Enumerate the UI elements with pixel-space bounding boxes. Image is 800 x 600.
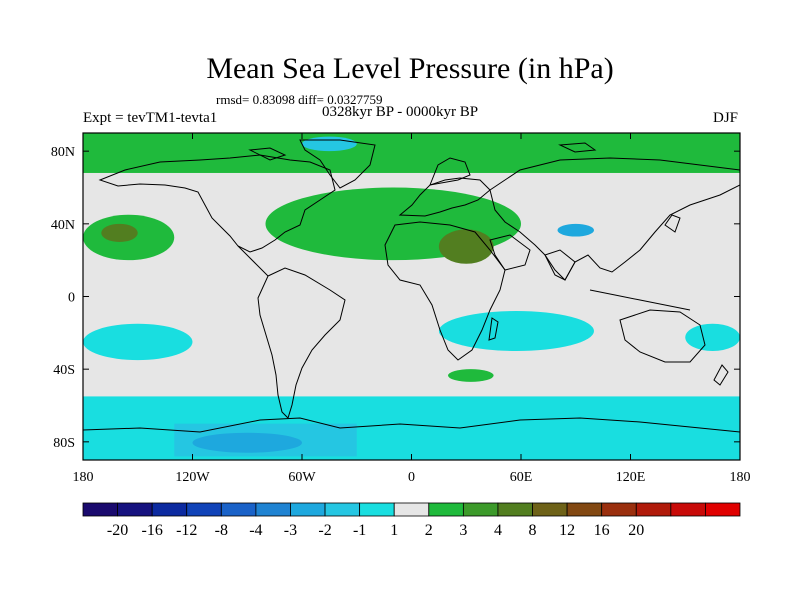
colorbar-swatch — [220, 502, 257, 517]
x-tick-label: 120E — [616, 470, 646, 485]
anomaly-region-5 — [685, 323, 740, 351]
coastline-japan — [664, 214, 681, 233]
x-tick-label: 180 — [730, 470, 751, 485]
anomaly-region-2 — [192, 432, 302, 453]
coastlines — [83, 139, 740, 433]
coastline-south-america — [257, 267, 346, 419]
colorbar-label: 2 — [425, 522, 433, 539]
y-tick-label: 80S — [53, 436, 75, 451]
colorbar-label: -1 — [353, 522, 366, 539]
colorbar-label: -16 — [141, 522, 162, 539]
period-label: 0328kyr BP - 0000kyr BP — [322, 104, 479, 120]
colorbar-swatch — [82, 502, 118, 517]
x-tick-label: 60E — [510, 470, 533, 485]
anomaly-region-7 — [101, 223, 138, 243]
anomaly-region-11 — [448, 369, 494, 382]
x-tick-label: 120W — [175, 470, 210, 485]
colorbar-label: 8 — [529, 522, 537, 539]
stats-text: rmsd= 0.83098 diff= 0.0327759 — [216, 92, 383, 107]
coastline-india — [544, 249, 576, 281]
colorbar-swatch — [462, 502, 499, 517]
colorbar-label: -8 — [215, 522, 228, 539]
colorbar-swatch — [532, 502, 568, 517]
colorbar-swatch — [566, 502, 603, 517]
season-label: DJF — [713, 110, 739, 126]
colorbar-label: 12 — [559, 522, 575, 539]
anomaly-region-10 — [83, 133, 740, 173]
colorbar-label: 20 — [628, 522, 644, 539]
coastline-north-america — [98, 154, 336, 253]
y-axis: 80N 40N 0 40S 80S — [51, 145, 740, 451]
anomaly-region-13 — [302, 136, 357, 152]
coastline-africa — [384, 221, 506, 361]
coastline-asia — [489, 157, 740, 281]
colorbar-label: -12 — [176, 522, 197, 539]
anomaly-region-4 — [438, 311, 594, 351]
coastline-antarctica — [83, 417, 740, 433]
coastline-australia — [619, 309, 706, 363]
coastline-europe — [398, 177, 491, 217]
coastline-central-america — [237, 245, 269, 277]
colorbar-label: -2 — [318, 522, 331, 539]
anomaly-field — [83, 133, 740, 460]
colorbar-swatch — [705, 502, 741, 517]
colorbar-swatch — [186, 502, 222, 517]
x-tick-label: 180 — [73, 470, 94, 485]
y-tick-label: 40S — [53, 363, 75, 378]
y-tick-label: 80N — [51, 145, 75, 160]
coastline-indonesia — [589, 289, 691, 311]
colorbar-swatch — [670, 502, 706, 517]
colorbar-swatch — [635, 502, 672, 517]
colorbar-swatch — [255, 502, 291, 517]
coastline-new-zealand — [713, 364, 729, 386]
colorbar-swatch — [497, 502, 533, 517]
colorbar: -20 -16 -12 -8 -4 -3 -2 -1 1 2 3 4 8 12 16 20 — [82, 502, 741, 539]
colorbar-swatch — [359, 502, 395, 517]
colorbar-label: -20 — [107, 522, 128, 539]
colorbar-label: -4 — [249, 522, 262, 539]
colorbar-swatch — [117, 502, 153, 517]
x-tick-label: 60W — [288, 470, 316, 485]
colorbar-label: 3 — [459, 522, 467, 539]
coastline-madagascar — [488, 317, 499, 341]
x-axis: 180 120W 60W 0 60E 120E 180 — [73, 133, 751, 485]
colorbar-label: 16 — [594, 522, 610, 539]
colorbar-swatch — [151, 502, 188, 517]
coastline-scandinavia — [429, 157, 471, 186]
coastline-arabia — [489, 234, 531, 271]
anomaly-region-3 — [83, 323, 193, 361]
anomaly-region-9 — [438, 229, 494, 264]
colorbar-label: -3 — [284, 522, 297, 539]
colorbar-label: 1 — [390, 522, 398, 539]
map-plot-area: 180 120W 60W 0 60E 120E 180 80N 40N 0 40S 80S — [51, 132, 751, 485]
y-tick-label: 40N — [51, 218, 75, 233]
experiment-label: Expt = tevTM1-tevta1 — [83, 110, 218, 126]
anomaly-region-12 — [557, 223, 594, 237]
colorbar-label: 4 — [494, 522, 502, 539]
colorbar-swatch — [601, 502, 637, 517]
colorbar-swatch — [428, 502, 464, 517]
colorbar-swatch — [290, 502, 326, 517]
coastline-greenland — [299, 139, 376, 189]
x-tick-label: 0 — [408, 470, 415, 485]
colorbar-swatch — [393, 502, 430, 517]
coastline-arctic-islands — [248, 142, 597, 161]
plot-title: Mean Sea Level Pressure (in hPa) — [206, 52, 614, 85]
y-tick-label: 0 — [68, 291, 75, 306]
colorbar-swatch — [324, 502, 361, 517]
